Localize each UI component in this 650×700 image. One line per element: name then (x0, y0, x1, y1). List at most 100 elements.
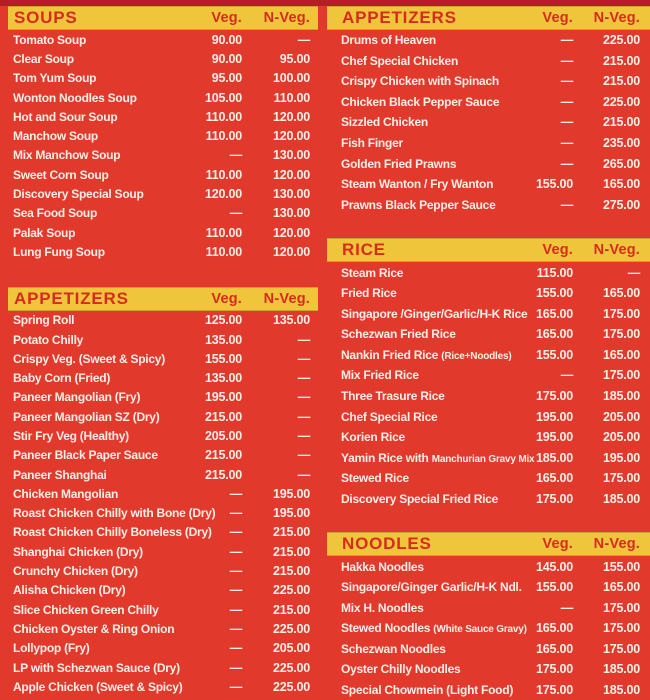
item-name: Chef Special Chicken (341, 54, 458, 68)
menu-item-row: Mix Manchow Soup — 130.00 (8, 146, 318, 165)
veg-price: 95.00 (211, 71, 242, 86)
item-name: Mix Manchow Soup (13, 148, 121, 163)
item-name-text: Shanghai Chicken (Dry) (13, 544, 143, 559)
veg-price: — (229, 486, 243, 501)
item-name-text: Chef Special Chicken (341, 53, 459, 68)
veg-price: 110.00 (205, 129, 243, 144)
menu-item-row: Stir Fry Veg (Healthy) 205.00 — (8, 426, 318, 445)
veg-price: 175.00 (535, 388, 573, 403)
veg-price: — (229, 602, 243, 617)
veg-column-label: Veg. (211, 10, 242, 26)
menu-item-row: Baby Corn (Fried) 135.00 — (8, 368, 318, 387)
item-name-text: Potato Chilly (13, 332, 84, 347)
veg-price: — (229, 148, 243, 163)
nveg-price: 120.00 (272, 109, 310, 124)
nveg-price: 225.00 (272, 583, 310, 598)
menu-item-row: Yamin Rice with Manchurian Gravy Mix 185.… (327, 447, 650, 468)
nveg-price: 165.00 (602, 347, 640, 362)
veg-price: 165.00 (535, 621, 573, 636)
item-name: Discovery Special Fried Rice (341, 492, 498, 506)
item-name: Steam Wanton / Fry Wanton (341, 177, 493, 191)
item-name-text: Sea Food Soup (13, 206, 98, 221)
section-title: NOODLES (342, 534, 432, 554)
item-name-small: (White Sauce Gravy) (433, 624, 527, 636)
menu-section-rice-right: RICE Veg. N-Veg. Steam Rice 115.00 — Fried Ric… (327, 238, 650, 509)
section-header: SOUPS Veg. N-Veg. (8, 6, 318, 30)
menu-item-row: Discovery Special Fried Rice 175.00 185.00 (327, 488, 650, 509)
item-name-text: Alisha Chicken (Dry) (13, 583, 126, 598)
menu-item-row: Paneer Mangolian (Fry) 195.00 — (8, 388, 318, 407)
section-title: RICE (342, 240, 386, 260)
item-name: Steam Rice (341, 266, 403, 280)
menu-item-row: Singapore/Ginger Garlic/H-K Ndl. 155.00 16… (327, 577, 650, 598)
item-name: Prawns Black Pepper Sauce (341, 198, 496, 212)
item-name: Roast Chicken Chilly Boneless (Dry) (13, 525, 212, 539)
menu-item-row: Shanghai Chicken (Dry) — 215.00 (8, 542, 318, 561)
menu-item-row: Chef Special Chicken — 215.00 (327, 51, 650, 72)
menu-section-appetizers-right: APPETIZERS Veg. N-Veg. Drums of Heaven — 225.… (327, 6, 650, 215)
item-name-text: Crispy Chicken with Spinach (341, 74, 499, 89)
nveg-column-label: N-Veg. (263, 290, 310, 307)
veg-column-label: Veg. (542, 536, 573, 553)
menu-item-row: Mix Fried Rice — 175.00 (327, 365, 650, 386)
item-name-text: Steam Wanton / Fry Wanton (341, 177, 494, 192)
nveg-price: 175.00 (602, 621, 640, 636)
veg-price: — (560, 197, 574, 212)
menu-item-row: Oyster Chilly Noodles 175.00 185.00 (327, 659, 650, 680)
nveg-price: 205.00 (272, 641, 310, 656)
item-name-text: Discovery Special Soup (13, 187, 144, 202)
item-name: Paneer Black Paper Sauce (13, 448, 158, 462)
item-name: Potato Chilly (13, 333, 83, 347)
nveg-price: 185.00 (602, 388, 640, 403)
veg-price: 135.00 (204, 371, 242, 386)
veg-price: 90.00 (211, 51, 242, 66)
nveg-price: — (297, 428, 311, 443)
menu-item-row: Tom Yum Soup 95.00 100.00 (8, 69, 318, 88)
nveg-price: 175.00 (602, 600, 640, 615)
item-name-text: Stir Fry Veg (Healthy) (13, 428, 129, 443)
menu-item-row: Three Trasure Rice 175.00 185.00 (327, 386, 650, 407)
item-name: Wonton Noodles Soup (13, 91, 137, 105)
nveg-price: 130.00 (272, 148, 310, 163)
item-name-text: Mix Manchow Soup (13, 148, 121, 163)
nveg-price: 215.00 (272, 544, 310, 559)
menu-item-row: Roast Chicken Chilly with Bone (Dry) — 195… (8, 504, 318, 523)
veg-price: 215.00 (204, 448, 242, 463)
item-name: Stewed Noodles (White Sauce Gravy) (341, 621, 527, 635)
item-name-text: Special Chowmein (Light Food) (341, 683, 514, 698)
item-name: Paneer Mangolian SZ (Dry) (13, 410, 160, 424)
item-name-small: (Rice+Noodles) (441, 350, 512, 362)
item-name-text: Apple Chicken (Sweet & Spicy) (13, 679, 183, 694)
nveg-price: 215.00 (272, 602, 310, 617)
nveg-price: 205.00 (602, 430, 640, 445)
menu-item-row: Sea Food Soup — 130.00 (8, 204, 318, 223)
item-name-text: Mix Fried Rice (341, 368, 419, 383)
menu-item-row: Prawns Black Pepper Sauce — 275.00 (327, 194, 650, 215)
item-name: Chicken Mangolian (13, 487, 118, 501)
nveg-price: 175.00 (602, 471, 640, 486)
section-header: RICE Veg. N-Veg. (327, 238, 650, 263)
veg-price: — (560, 53, 574, 68)
veg-price: 105.00 (204, 90, 242, 105)
item-name: Slice Chicken Green Chilly (13, 603, 159, 617)
menu-item-row: Korien Rice 195.00 205.00 (327, 427, 650, 448)
menu-item-row: Crunchy Chicken (Dry) — 215.00 (8, 561, 318, 580)
veg-price: 115.00 (536, 265, 574, 280)
menu-item-row: Steam Rice 115.00 — (327, 262, 650, 283)
nveg-price: 165.00 (602, 177, 640, 192)
item-name: Roast Chicken Chilly with Bone (Dry) (13, 506, 216, 520)
veg-price: — (560, 156, 574, 171)
item-name: Yamin Rice with Manchurian Gravy Mix (341, 451, 535, 465)
item-name-text: Lung Fung Soup (13, 244, 105, 259)
veg-price: 90.00 (211, 32, 242, 47)
item-name-text: Nankin Fried Rice (341, 347, 439, 362)
nveg-price: 265.00 (602, 156, 640, 171)
veg-price: 155.00 (535, 286, 573, 301)
menu-item-row: Stewed Rice 165.00 175.00 (327, 468, 650, 489)
item-name: Mix Fried Rice (341, 368, 419, 382)
menu-item-row: Spring Roll 125.00 135.00 (8, 311, 318, 330)
item-name-text: Crispy Veg. (Sweet & Spicy) (13, 351, 165, 366)
menu-item-row: Golden Fried Prawns — 265.00 (327, 153, 650, 174)
menu-item-row: Alisha Chicken (Dry) — 225.00 (8, 581, 318, 600)
